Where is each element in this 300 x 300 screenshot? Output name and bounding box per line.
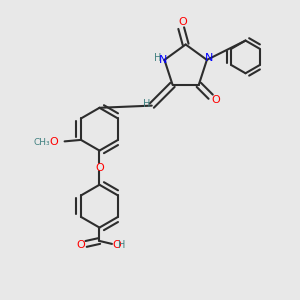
Text: H: H [143,99,150,109]
Text: N: N [158,55,167,65]
Text: O: O [95,164,104,173]
Text: CH₃: CH₃ [34,138,51,147]
Text: O: O [178,16,187,27]
Text: H: H [118,239,125,250]
Text: O: O [76,240,85,250]
Text: N: N [205,53,213,63]
Text: O: O [112,239,121,250]
Text: O: O [212,95,220,105]
Text: H: H [154,52,162,62]
Text: O: O [49,137,58,147]
